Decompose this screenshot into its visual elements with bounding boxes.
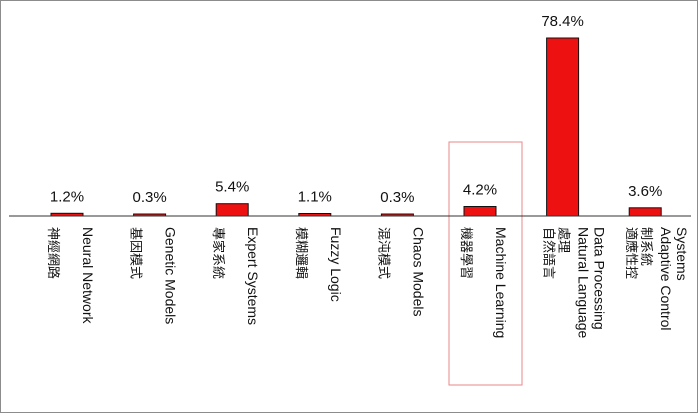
category-label-zh: 模糊邏輯: [293, 227, 309, 279]
category-label-zh: 適應性控 制系統: [623, 227, 653, 279]
category-label-zh-line: 制系統: [638, 227, 653, 266]
data-label: 4.2%: [463, 182, 497, 199]
data-label: 1.1%: [298, 189, 332, 206]
category-label-zh-line: 自然語言: [541, 227, 557, 279]
category-label-line: Systems: [674, 227, 690, 281]
category-label-en: Machine Learning: [493, 227, 509, 338]
category-label-zh-line: 神經網路: [45, 227, 61, 279]
category-label-en: Natural Language Data Processing: [576, 227, 608, 339]
bar: [546, 37, 580, 217]
data-label: 1.2%: [50, 188, 84, 205]
category-label-line: Fuzzy Logic: [328, 227, 344, 302]
bar: [215, 203, 249, 217]
data-label: 5.4%: [215, 179, 249, 196]
category-label-zh: 機器學習: [458, 227, 473, 279]
category-label-zh: 神經網路: [45, 227, 61, 279]
bar: [463, 206, 497, 217]
category-label-en: Fuzzy Logic: [328, 227, 344, 302]
category-label-line: Chaos Models: [410, 227, 426, 317]
highlight-box: [448, 141, 523, 386]
category-label-zh-line: 基因模式: [128, 227, 143, 279]
category-label-en: Chaos Models: [410, 227, 426, 317]
category-label-zh-line: 混沌模式: [375, 227, 390, 279]
category-label-zh-line: 適應性控: [623, 227, 639, 279]
labels-layer: 1.2% 0.3% 5.4% 1.1% 0.3% 4.2% 78.4% 3.6% Neural …: [45, 13, 690, 339]
category-label-line: Genetic Models: [163, 227, 179, 324]
category-label-en: Expert Systems: [245, 227, 261, 325]
data-label: 0.3%: [380, 189, 414, 206]
category-label-zh-line: 機器學習: [458, 227, 473, 279]
data-label: 78.4%: [541, 13, 584, 30]
bar: [628, 207, 662, 217]
category-label-zh: 專家系統: [210, 227, 226, 279]
category-label-line: Adaptive Control: [658, 227, 674, 331]
category-label-zh: 自然語言 處理: [541, 227, 571, 279]
category-label-line: Data Processing: [592, 227, 608, 330]
category-label-zh: 混沌模式: [375, 227, 390, 279]
category-label-zh: 基因模式: [128, 227, 143, 279]
category-label-line: Neural Network: [80, 227, 96, 324]
bars-layer: [9, 37, 691, 386]
category-label-line: Expert Systems: [245, 227, 261, 325]
category-label-en: Adaptive Control Systems: [658, 227, 690, 331]
category-label-zh-line: 處理: [556, 227, 571, 253]
category-label-en: Genetic Models: [163, 227, 179, 324]
category-label-en: Neural Network: [80, 227, 96, 324]
data-label: 0.3%: [132, 189, 166, 206]
category-label-line: Machine Learning: [493, 227, 509, 338]
category-label-zh-line: 專家系統: [210, 227, 226, 279]
category-label-zh-line: 模糊邏輯: [293, 227, 309, 279]
data-label: 3.6%: [628, 183, 662, 200]
category-label-line: Natural Language: [576, 227, 592, 339]
